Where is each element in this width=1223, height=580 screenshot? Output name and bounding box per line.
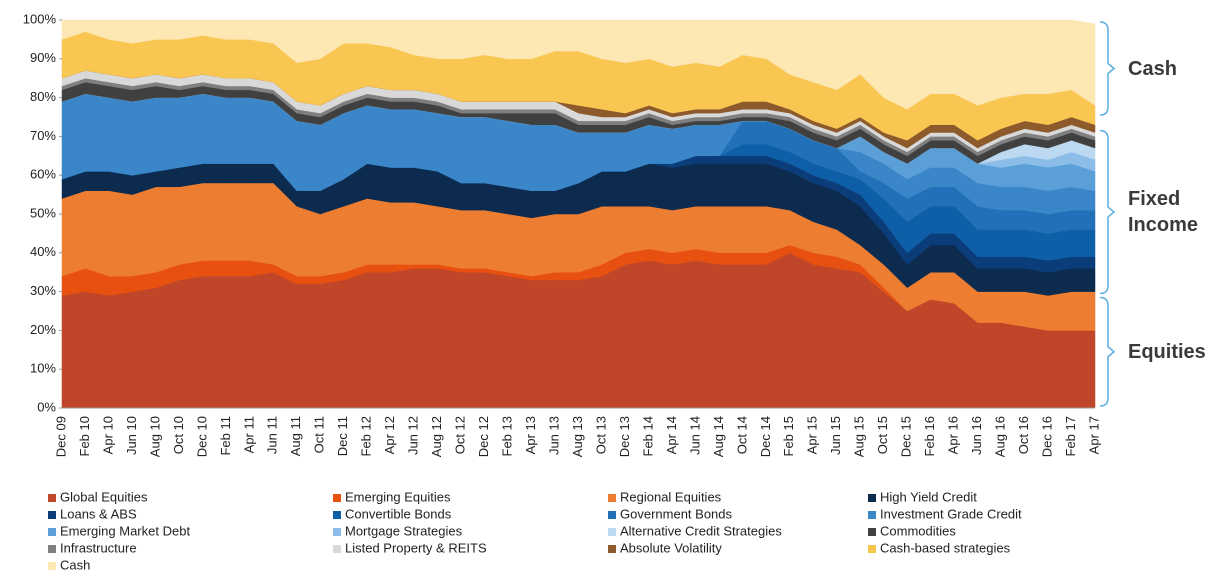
legend-label: Loans & ABS [60, 506, 137, 521]
x-tick-label: Feb 11 [218, 416, 233, 456]
legend-swatch [608, 528, 616, 536]
legend-swatch [868, 528, 876, 536]
y-tick-label: 100% [23, 11, 57, 26]
y-tick-label: 60% [30, 167, 56, 182]
y-tick-label: 10% [30, 361, 56, 376]
x-tick-label: Oct 11 [312, 416, 327, 453]
x-tick-label: Jun 14 [687, 416, 702, 455]
x-tick-label: Dec 09 [53, 416, 68, 457]
x-tick-label: Aug 13 [570, 416, 585, 457]
y-tick-label: 90% [30, 50, 56, 65]
x-tick-label: Oct 10 [171, 416, 186, 454]
x-tick-label: Oct 13 [593, 416, 608, 454]
x-tick-label: Apr 11 [241, 416, 256, 453]
x-tick-label: Aug 12 [429, 416, 444, 457]
x-tick-label: Dec 16 [1039, 416, 1054, 457]
x-tick-label: Feb 13 [500, 416, 515, 456]
legend-label: Absolute Volatility [620, 540, 722, 555]
legend-label: Emerging Equities [345, 489, 451, 504]
legend-swatch [48, 528, 56, 536]
legend-swatch [333, 545, 341, 553]
bracket [1099, 21, 1116, 116]
x-tick-label: Oct 15 [875, 416, 890, 454]
x-tick-label: Jun 15 [828, 416, 843, 455]
legend-label: Government Bonds [620, 506, 733, 521]
legend-label: Global Equities [60, 489, 148, 504]
legend-swatch [48, 562, 56, 570]
y-tick-label: 40% [30, 244, 56, 259]
bracket [1099, 129, 1116, 295]
legend-label: Commodities [880, 523, 956, 538]
x-tick-label: Dec 10 [194, 416, 209, 457]
legend-label: Infrastructure [60, 540, 137, 555]
legend-swatch [608, 494, 616, 502]
y-tick-label: 70% [30, 128, 56, 143]
x-tick-label: Apr 12 [382, 416, 397, 454]
x-tick-label: Jun 16 [969, 416, 984, 455]
x-tick-label: Jun 10 [124, 416, 139, 455]
x-tick-label: Apr 15 [805, 416, 820, 454]
legend-label: Alternative Credit Strategies [620, 523, 782, 538]
y-tick-label: 80% [30, 89, 56, 104]
y-tick-label: 20% [30, 322, 56, 337]
legend-swatch [48, 545, 56, 553]
x-tick-label: Aug 11 [288, 416, 303, 456]
legend-swatch [48, 494, 56, 502]
bracket-label: Equities [1128, 340, 1206, 363]
y-tick-label: 50% [30, 205, 56, 220]
x-tick-label: Apr 16 [946, 416, 961, 454]
legend-label: Emerging Market Debt [60, 523, 190, 538]
legend-label: Convertible Bonds [345, 506, 452, 521]
x-tick-label: Aug 14 [711, 416, 726, 457]
x-tick-label: Oct 16 [1016, 416, 1031, 454]
legend-swatch [48, 511, 56, 519]
x-tick-label: Apr 13 [523, 416, 538, 454]
legend-label: Cash [60, 557, 90, 572]
x-tick-label: Feb 17 [1063, 416, 1078, 456]
y-tick-label: 30% [30, 283, 56, 298]
x-tick-label: Aug 16 [993, 416, 1008, 457]
bracket-label: Fixed Income [1128, 188, 1199, 237]
x-tick-label: Aug 15 [852, 416, 867, 457]
x-tick-label: Feb 12 [359, 416, 374, 456]
bracket-label: Cash [1128, 57, 1177, 80]
x-tick-label: Dec 13 [617, 416, 632, 457]
x-tick-label: Aug 10 [147, 416, 162, 457]
x-tick-label: Jun 11 [265, 416, 280, 454]
legend-label: Listed Property & REITS [345, 540, 487, 555]
area [61, 19, 1096, 110]
x-tick-label: Dec 15 [899, 416, 914, 457]
legend-swatch [608, 545, 616, 553]
x-tick-label: Dec 12 [476, 416, 491, 457]
legend-swatch [868, 494, 876, 502]
x-tick-label: Dec 11 [335, 416, 350, 456]
y-tick-label: 0% [37, 399, 56, 414]
x-tick-label: Feb 10 [77, 416, 92, 456]
legend-swatch [868, 545, 876, 553]
x-tick-label: Apr 14 [664, 416, 679, 454]
legend-label: High Yield Credit [880, 489, 977, 504]
x-tick-label: Apr 10 [100, 416, 115, 454]
legend-swatch [608, 511, 616, 519]
x-tick-label: Dec 14 [758, 416, 773, 457]
x-tick-label: Feb 16 [922, 416, 937, 456]
x-tick-label: Feb 14 [640, 416, 655, 456]
x-tick-label: Oct 12 [453, 416, 468, 454]
legend-swatch [333, 494, 341, 502]
legend-swatch [333, 511, 341, 519]
legend-label: Regional Equities [620, 489, 722, 504]
x-tick-label: Jun 12 [406, 416, 421, 455]
bracket [1099, 296, 1116, 407]
legend-swatch [868, 511, 876, 519]
x-tick-label: Oct 14 [734, 416, 749, 454]
legend-label: Mortgage Strategies [345, 523, 463, 538]
x-tick-label: Jun 13 [546, 416, 561, 455]
x-tick-label: Feb 15 [781, 416, 796, 456]
x-tick-label: Apr 17 [1086, 416, 1101, 454]
legend-label: Investment Grade Credit [880, 506, 1022, 521]
legend-label: Cash-based strategies [880, 540, 1011, 555]
legend-swatch [333, 528, 341, 536]
